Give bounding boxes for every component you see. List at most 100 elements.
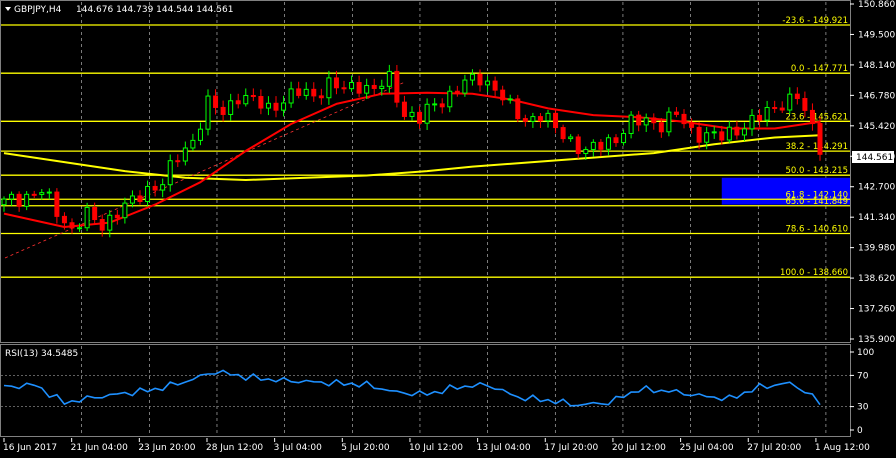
x-tick-label: 21 Jun 04:00 xyxy=(71,443,128,453)
candle-bull xyxy=(386,70,392,87)
candle-bull xyxy=(432,103,438,106)
candle-bull xyxy=(160,184,166,191)
dashed-trendline xyxy=(4,81,406,259)
candle-bull xyxy=(197,128,203,141)
y-tick-label: 138.620 xyxy=(858,274,895,284)
candle-bull xyxy=(507,98,513,101)
slow-ma-line xyxy=(3,134,821,181)
vertical-gridlines xyxy=(81,2,827,435)
candle-bear xyxy=(492,80,498,91)
candle-bull xyxy=(265,102,271,109)
candle-bull xyxy=(628,114,634,134)
candle-bear xyxy=(152,185,158,191)
candle-bull xyxy=(409,111,415,117)
candle-bear xyxy=(31,193,37,196)
rsi-tick-label: 30 xyxy=(857,403,869,413)
candle-bull xyxy=(583,148,589,155)
candlesticks xyxy=(1,64,823,238)
candle-bear xyxy=(417,111,423,124)
x-tick-label: 10 Jul 12:00 xyxy=(409,443,463,453)
candle-bull xyxy=(726,126,732,141)
candle-bear xyxy=(696,126,702,143)
candle-bear xyxy=(341,87,347,90)
candle-bear xyxy=(54,191,60,217)
fib-label: 50.0 - 143.215 xyxy=(785,166,848,176)
candle-bear xyxy=(250,94,256,98)
fib-label: 23.6 - 145.621 xyxy=(785,112,848,122)
candle-bear xyxy=(213,95,219,108)
x-tick-label: 16 Jun 2017 xyxy=(3,443,57,453)
fib-label: 61.8 - 142.140 xyxy=(785,190,848,200)
candle-bull xyxy=(303,88,309,96)
candle-bull xyxy=(621,132,627,144)
candle-bull xyxy=(145,185,151,202)
candle-bull xyxy=(288,88,294,104)
candle-bear xyxy=(560,127,566,140)
y-tick-label: 145.420 xyxy=(858,122,895,132)
main-panel-frame xyxy=(0,0,851,343)
candle-bull xyxy=(424,103,430,124)
candle-bull xyxy=(9,193,15,200)
x-tick-label: 1 Aug 12:00 xyxy=(815,443,870,453)
candle-bull xyxy=(711,131,717,134)
x-tick-label: 28 Jun 12:00 xyxy=(206,443,263,453)
price-badge-bg xyxy=(852,151,894,163)
candle-bear xyxy=(318,95,324,99)
candle-bear xyxy=(802,98,808,111)
candle-bear xyxy=(673,111,679,115)
candle-bear xyxy=(598,141,604,150)
candle-bear xyxy=(779,107,785,111)
candle-bear xyxy=(477,73,483,86)
candle-bull xyxy=(349,82,355,90)
candle-bear xyxy=(114,214,120,219)
candle-bear xyxy=(61,215,67,224)
rsi-tick-label: 100 xyxy=(857,348,874,358)
candle-bear xyxy=(273,102,279,111)
dropdown-arrow-icon[interactable] xyxy=(5,7,11,11)
fib-label: 38.2 - 144.291 xyxy=(785,142,848,152)
candle-bull xyxy=(764,107,770,121)
y-tick-label: 149.500 xyxy=(858,30,895,40)
fib-label: 0.0 - 147.771 xyxy=(791,64,848,74)
x-tick-label: 23 Jun 20:00 xyxy=(138,443,195,453)
candle-bull xyxy=(530,116,536,122)
candle-bull xyxy=(704,132,710,143)
candle-bear xyxy=(137,195,143,202)
candle-bear xyxy=(92,206,98,221)
price-axis: 150.860149.500148.140146.780145.420144.0… xyxy=(850,0,895,345)
candle-bear xyxy=(16,193,22,207)
candle-bear xyxy=(439,103,445,108)
candle-bear xyxy=(575,136,581,155)
symbol-label: GBPJPY,H4 xyxy=(14,5,62,15)
x-tick-label: 25 Jul 04:00 xyxy=(680,443,734,453)
candle-bull xyxy=(190,139,196,149)
candle-bear xyxy=(69,222,75,229)
x-tick-label: 13 Jul 04:00 xyxy=(477,443,531,453)
candle-bull xyxy=(167,160,173,186)
candle-bull xyxy=(205,95,211,130)
y-tick-label: 141.340 xyxy=(858,213,895,223)
candle-bear xyxy=(658,122,664,133)
candle-bull xyxy=(643,117,649,126)
candle-bear xyxy=(454,90,460,94)
candle-bear xyxy=(401,101,407,117)
candle-bear xyxy=(522,118,528,122)
candle-bull xyxy=(182,147,188,162)
candle-bull xyxy=(485,80,491,86)
time-axis: 16 Jun 2017 21 Jun 04:00 23 Jun 20:00 28 Ju… xyxy=(3,438,870,453)
candle-bear xyxy=(356,82,362,94)
candle-bear xyxy=(296,88,302,96)
candle-bear xyxy=(651,117,657,124)
blue-zone xyxy=(721,177,850,205)
candle-bear xyxy=(734,126,740,136)
candle-bear xyxy=(757,114,763,121)
candle-bull xyxy=(129,195,135,204)
candle-bull xyxy=(1,198,7,206)
candle-bear xyxy=(394,70,400,103)
ma-slow-path xyxy=(3,134,821,181)
rsi-tick-label: 70 xyxy=(857,371,869,381)
candle-bull xyxy=(24,193,30,207)
candle-bull xyxy=(545,112,551,122)
candle-bull xyxy=(787,93,793,111)
